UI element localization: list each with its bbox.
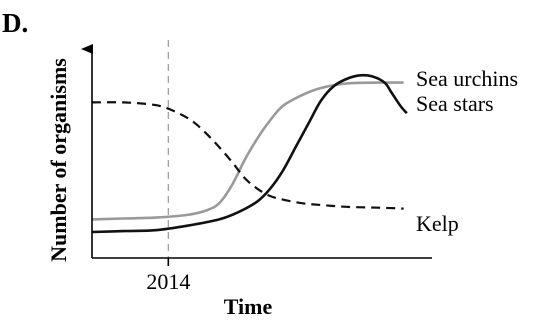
- x-axis-title: Time: [224, 294, 273, 319]
- panel-letter: D.: [2, 8, 28, 38]
- series-lines: [91, 73, 408, 234]
- x-tick-label: 2014: [146, 269, 190, 294]
- x-ticks: 2014: [146, 258, 190, 294]
- y-axis-title: Number of organisms: [46, 58, 71, 262]
- series-label-kelp: Kelp: [416, 211, 459, 236]
- series-line-kelp: [91, 101, 404, 210]
- series-label-sea-urchins: Sea urchins: [416, 66, 518, 91]
- series-line-sea-stars: [91, 73, 408, 234]
- series-label-sea-stars: Sea stars: [416, 91, 494, 116]
- plot-area: 2014: [81, 40, 432, 294]
